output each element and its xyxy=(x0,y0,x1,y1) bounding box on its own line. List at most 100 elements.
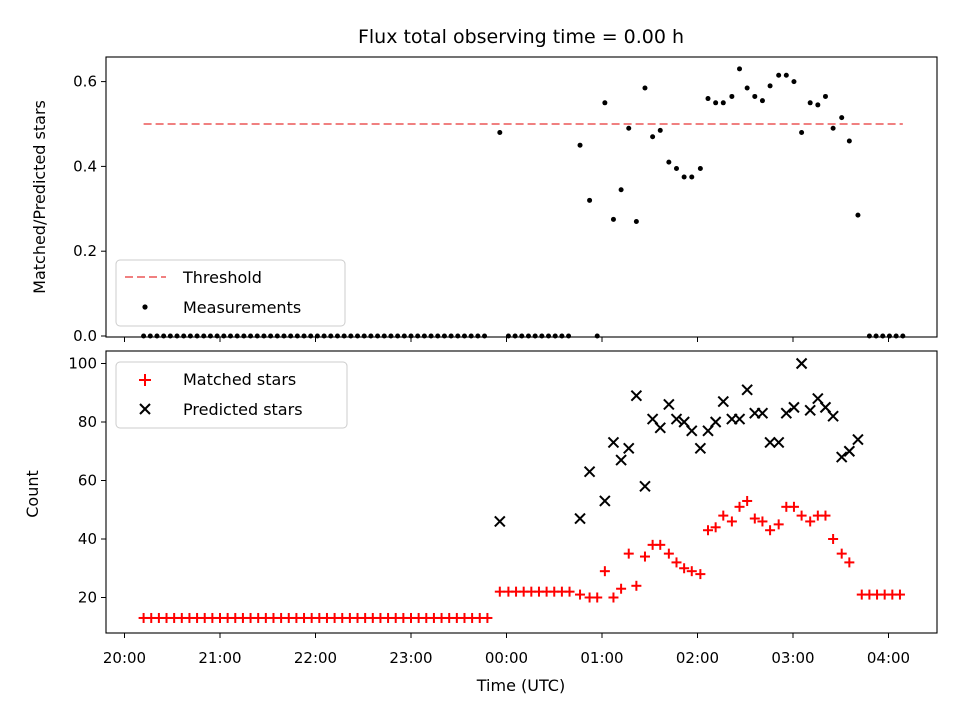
measurement-point xyxy=(308,333,314,339)
measurement-point xyxy=(759,98,765,104)
measurement-point xyxy=(807,100,813,106)
measurement-point xyxy=(341,333,347,339)
matched-stars-point xyxy=(592,592,603,603)
measurement-point xyxy=(207,333,213,339)
measurement-point xyxy=(767,83,773,89)
top-legend: Threshold Measurements xyxy=(115,259,346,327)
bottom-legend-box xyxy=(115,361,348,429)
matched-stars-point xyxy=(679,563,690,574)
measurement-point xyxy=(752,93,758,99)
bottom-legend: Matched stars Predicted stars xyxy=(115,361,348,429)
measurement-point xyxy=(448,333,454,339)
measurement-point xyxy=(705,96,711,102)
predicted-stars-point xyxy=(623,442,635,455)
matched-stars-point xyxy=(718,510,729,521)
bottom-x-tick-label: 20:00 xyxy=(103,649,146,667)
top-panel-y-axis-label: Matched/Predicted stars xyxy=(30,100,49,294)
measurement-point xyxy=(519,333,525,339)
top-legend-box xyxy=(115,259,346,327)
measurement-point xyxy=(900,333,906,339)
measurement-point xyxy=(328,333,334,339)
predicted-stars-point xyxy=(639,480,651,493)
bottom-y-tick-label: 20 xyxy=(78,589,97,607)
measurement-point xyxy=(657,127,663,133)
measurement-point xyxy=(791,79,797,85)
measurement-point xyxy=(455,333,461,339)
matched-stars-point xyxy=(686,566,697,577)
measurement-point xyxy=(461,333,467,339)
legend-measurements-swatch xyxy=(142,304,148,310)
measurement-point xyxy=(201,333,207,339)
measurement-point xyxy=(355,333,361,339)
measurement-point xyxy=(475,333,481,339)
measurement-point xyxy=(830,125,836,131)
predicted-stars-point xyxy=(494,515,506,528)
measurement-point xyxy=(441,333,447,339)
measurement-point xyxy=(314,333,320,339)
matched-stars-point xyxy=(820,510,831,521)
measurement-point xyxy=(866,333,872,339)
measurement-point xyxy=(577,142,583,148)
legend-predicted-label: Predicted stars xyxy=(183,400,303,419)
measurement-point xyxy=(559,333,565,339)
predicted-stars-point xyxy=(852,433,864,446)
measurement-point xyxy=(776,72,782,78)
measurement-point xyxy=(815,102,821,108)
measurement-point xyxy=(594,333,600,339)
matched-stars-point xyxy=(639,551,650,562)
matched-stars-point xyxy=(805,516,816,527)
measurement-point xyxy=(713,100,719,106)
measurement-point xyxy=(587,197,593,203)
predicted-stars-point xyxy=(717,395,729,408)
measurement-point xyxy=(194,333,200,339)
predicted-stars-point xyxy=(615,454,627,466)
bottom-x-tick-label: 21:00 xyxy=(198,649,241,667)
matched-stars-point xyxy=(836,548,847,559)
bottom-y-tick-label: 60 xyxy=(78,472,97,490)
matched-stars-point xyxy=(710,522,721,533)
measurement-point xyxy=(880,333,886,339)
measurement-point xyxy=(822,93,828,99)
matched-stars-point xyxy=(616,583,627,594)
measurement-point xyxy=(401,333,407,339)
predicted-stars-series xyxy=(494,357,864,528)
predicted-stars-point xyxy=(630,389,643,402)
measurement-point xyxy=(873,333,879,339)
bottom-x-ticks: 20:00 21:00 22:00 23:00 00:00 01:00 02:00 03:00… xyxy=(103,633,910,667)
legend-matched-swatch xyxy=(139,374,151,386)
bottom-panel-frame xyxy=(105,350,938,634)
measurement-point xyxy=(375,333,381,339)
legend-threshold-label: Threshold xyxy=(182,268,262,287)
matched-stars-point xyxy=(494,586,505,597)
measurement-point xyxy=(334,333,340,339)
matched-stars-point xyxy=(599,566,610,577)
measurement-point xyxy=(546,333,552,339)
top-y-tick-label: 0.6 xyxy=(73,73,97,91)
matched-stars-point xyxy=(757,516,768,527)
measurement-point xyxy=(395,333,401,339)
matched-stars-point xyxy=(671,557,682,568)
measurement-point xyxy=(846,138,852,144)
measurement-point xyxy=(428,333,434,339)
measurement-point xyxy=(744,85,750,91)
top-y-tick-label: 0.2 xyxy=(73,242,97,260)
measurement-point xyxy=(161,333,167,339)
top-panel-title: Flux total observing time = 0.00 h xyxy=(358,26,684,48)
measurement-point xyxy=(468,333,474,339)
measurement-point xyxy=(855,212,861,218)
measurement-point xyxy=(274,333,280,339)
predicted-stars-point xyxy=(756,407,769,419)
matched-stars-point xyxy=(631,580,642,591)
matched-stars-series xyxy=(138,495,905,623)
predicted-stars-point xyxy=(795,357,808,370)
measurement-point xyxy=(799,129,805,135)
top-panel: Flux total observing time = 0.00 h Match… xyxy=(30,26,938,345)
matched-stars-point xyxy=(796,510,807,521)
measurement-point xyxy=(248,333,254,339)
matched-stars-point xyxy=(788,501,799,512)
measurement-point xyxy=(388,333,394,339)
matched-stars-point xyxy=(623,548,634,559)
matched-stars-point xyxy=(734,501,745,512)
